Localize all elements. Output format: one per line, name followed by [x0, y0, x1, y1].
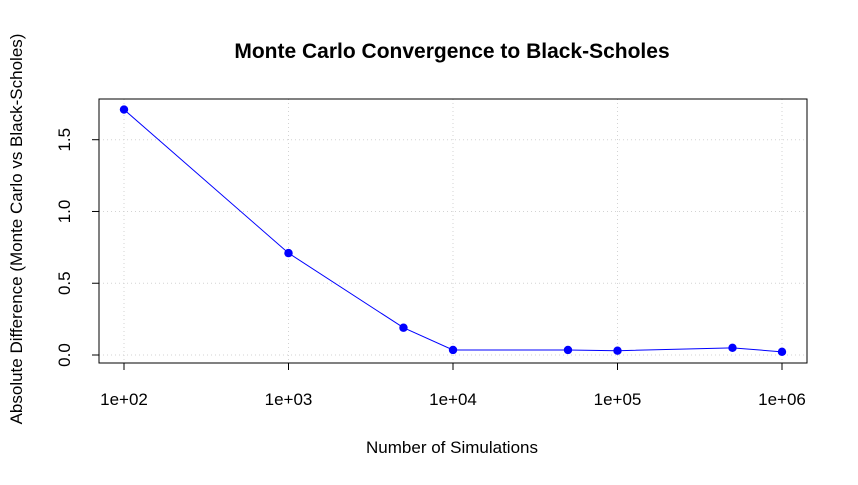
- data-point-6: [728, 343, 737, 353]
- y-axis: 0.0 0.5 1.0 1.5: [55, 128, 99, 367]
- y-tick-label-2: 1.0: [55, 200, 74, 224]
- chart-title: Monte Carlo Convergence to Black-Scholes: [234, 40, 669, 63]
- data-point-3: [448, 345, 458, 355]
- x-axis-label: Number of Simulations: [366, 438, 538, 457]
- series-group: [119, 105, 787, 357]
- x-tick-label-4: 1e+06: [758, 390, 806, 409]
- data-point-7: [777, 347, 787, 357]
- y-tick-label-3: 1.5: [55, 128, 74, 152]
- data-point-5: [613, 346, 622, 355]
- y-tick-label-0: 0.0: [55, 343, 74, 367]
- grid: [99, 99, 807, 363]
- data-point-1: [284, 248, 293, 258]
- y-axis-label: Absolute Difference (Monte Carlo vs Blac…: [7, 34, 26, 425]
- x-tick-label-2: 1e+04: [429, 390, 477, 409]
- data-point-0: [119, 105, 129, 114]
- x-tick-label-0: 1e+02: [100, 390, 148, 409]
- x-axis: 1e+02 1e+03 1e+04 1e+05 1e+06: [100, 363, 806, 409]
- x-tick-label-1: 1e+03: [265, 390, 313, 409]
- y-tick-label-1: 0.5: [55, 271, 74, 295]
- data-point-4: [563, 345, 573, 355]
- series-line-0: [123, 109, 783, 353]
- data-point-2: [399, 323, 408, 332]
- x-tick-label-3: 1e+05: [594, 390, 642, 409]
